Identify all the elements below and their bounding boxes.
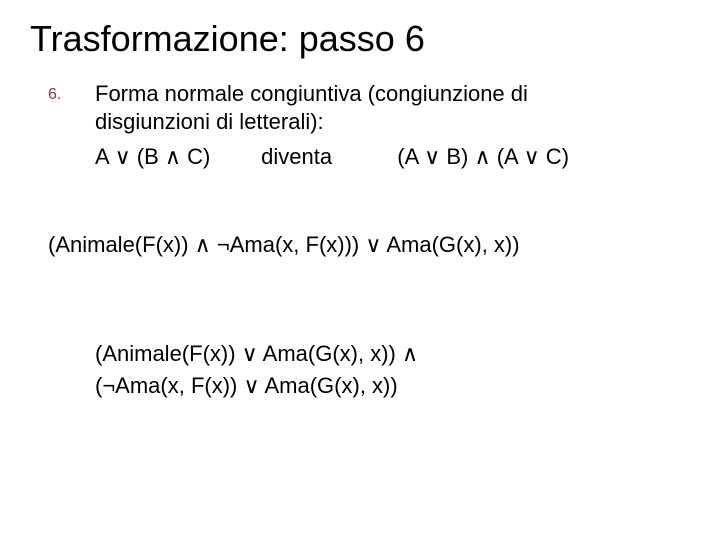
- slide: Trasformazione: passo 6 6. Forma normale…: [0, 0, 720, 540]
- body-line-2: disgiunzioni di letterali):: [95, 108, 680, 136]
- example-right: (A ∨ B) ∧ (A ∨ C): [397, 144, 569, 170]
- body-line-1: Forma normale congiuntiva (congiunzione …: [95, 80, 680, 108]
- slide-title: Trasformazione: passo 6: [30, 18, 690, 60]
- formula-bottom-1: (Animale(F(x)) ∨ Ama(G(x), x)) ∧: [95, 340, 680, 368]
- example-left: A ∨ (B ∧ C): [95, 144, 255, 170]
- example-row: A ∨ (B ∧ C) diventa (A ∨ B) ∧ (A ∨ C): [95, 144, 680, 170]
- formula-bottom-2: (¬Ama(x, F(x)) ∨ Ama(G(x), x)): [95, 372, 680, 400]
- example-mid: diventa: [261, 144, 391, 170]
- list-number: 6.: [48, 86, 61, 104]
- formula-middle: (Animale(F(x)) ∧ ¬Ama(x, F(x))) ∨ Ama(G(…: [48, 232, 680, 258]
